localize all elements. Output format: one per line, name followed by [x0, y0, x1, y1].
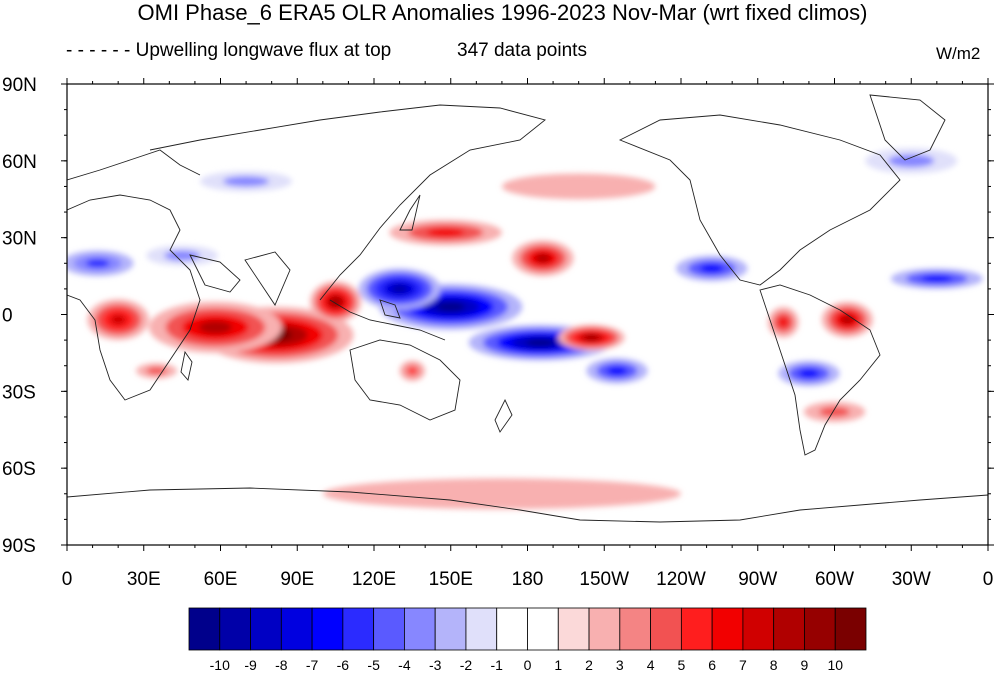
colorbar-box: [373, 607, 405, 651]
colorbar-box: [834, 607, 867, 651]
colorbar-box: [280, 607, 313, 651]
anomaly-region: [198, 320, 233, 334]
chart-title: OMI Phase_6 ERA5 OLR Anomalies 1996-2023…: [137, 0, 868, 25]
legend-entry: - - - - - - Upwelling longwave flux at t…: [66, 40, 391, 62]
colorbar-box: [311, 607, 344, 651]
lon-tick-label: 0: [62, 569, 73, 590]
lat-tick-label: 60N: [2, 152, 37, 173]
colorbar-label: 10: [827, 657, 843, 673]
colorbar-box: [742, 607, 775, 651]
lat-tick-label: 0: [2, 306, 13, 327]
colorbar-label: 1: [554, 657, 562, 673]
colorbar-label: -3: [429, 657, 442, 673]
lon-tick-label: 90W: [738, 569, 777, 590]
anomaly-region: [408, 367, 417, 375]
anomaly-region: [798, 369, 820, 378]
colorbar-label: 7: [739, 657, 747, 673]
colorbar-box: [404, 607, 436, 651]
anomaly-region: [606, 366, 628, 376]
colorbar-box: [804, 607, 836, 651]
lon-tick-label: 150W: [579, 569, 629, 590]
colorbar-box: [619, 607, 651, 651]
colorbar-box: [342, 607, 375, 651]
anomaly-region: [819, 406, 850, 417]
anomaly-region: [840, 315, 854, 325]
colorbar-box: [527, 607, 559, 651]
colorbar-label: 8: [770, 657, 778, 673]
colorbar: -10 -9 -8 -7 -6 -5 -4 -3 -2 -1 0 1 2 3 4 5 6 7 8 9 10: [188, 607, 867, 673]
lon-tick-label: 0: [983, 569, 994, 590]
units-label: W/m2: [936, 44, 981, 63]
anomaly-field: [67, 148, 983, 510]
anomaly-region: [164, 250, 201, 261]
anomaly-region: [322, 478, 681, 510]
colorbar-box: [219, 607, 251, 651]
colorbar-label: -7: [306, 657, 319, 673]
lon-tick-label: 90E: [280, 569, 314, 590]
colorbar-label: 4: [647, 657, 655, 673]
anomaly-region: [223, 176, 270, 187]
colorbar-label: 3: [616, 657, 624, 673]
anomaly-region: [778, 317, 789, 328]
colorbar-label: -6: [337, 657, 350, 673]
colorbar-label: -10: [210, 657, 230, 673]
anomaly-region: [699, 264, 724, 273]
lon-tick-label: 60W: [815, 569, 854, 590]
lon-tick-label: 60E: [204, 569, 238, 590]
anomaly-region: [426, 228, 465, 237]
lon-tick-label: 150E: [429, 569, 473, 590]
data-points-count: 347 data points: [457, 40, 587, 61]
lon-tick-label: 180: [512, 569, 544, 590]
anomaly-region: [525, 339, 555, 347]
dashed-line-legend-icon: - - - - - -: [66, 40, 131, 61]
colorbar-box: [557, 607, 590, 651]
lat-tick-label: 60S: [2, 459, 36, 480]
colorbar-box: [680, 607, 713, 651]
lat-tick-label: 90S: [2, 536, 36, 557]
colorbar-box: [588, 607, 621, 651]
colorbar-box: [773, 607, 805, 651]
lat-tick-label: 30N: [2, 229, 37, 250]
lat-tick-label: 30S: [2, 382, 36, 403]
lon-tick-label: 120E: [352, 569, 396, 590]
anomaly-region: [888, 154, 935, 168]
colorbar-box: [650, 607, 682, 651]
anomaly-region: [501, 173, 656, 200]
anomaly-region: [535, 253, 551, 263]
colorbar-box: [434, 607, 467, 651]
colorbar-label: 2: [585, 657, 593, 673]
axis-ticks: 90N 60N 30N 0 30S 60S 90S 0 30E 60E 90E 120E 150E 180…: [2, 75, 994, 590]
colorbar-box: [496, 607, 528, 651]
anomaly-region: [921, 275, 953, 283]
colorbar-label: 5: [677, 657, 685, 673]
colorbar-box: [465, 607, 498, 651]
lon-tick-label: 120W: [656, 569, 706, 590]
coastlines: [67, 94, 988, 523]
anomaly-region: [436, 302, 466, 312]
colorbar-label: -4: [398, 657, 411, 673]
lon-tick-label: 30E: [127, 569, 161, 590]
anomaly-region: [85, 259, 110, 268]
colorbar-label: -5: [367, 657, 380, 673]
anomaly-region: [391, 284, 408, 293]
anomaly-region: [146, 367, 167, 375]
anomaly-region: [584, 334, 599, 341]
colorbar-label: -1: [491, 657, 504, 673]
legend-label: Upwelling longwave flux at top: [135, 40, 392, 61]
colorbar-label: 9: [801, 657, 809, 673]
lat-tick-label: 90N: [2, 75, 37, 96]
colorbar-box: [250, 607, 282, 651]
colorbar-label: 6: [708, 657, 716, 673]
colorbar-label: -8: [275, 657, 288, 673]
anomaly-region: [110, 314, 126, 325]
colorbar-label: -9: [244, 657, 257, 673]
colorbar-box: [711, 607, 744, 651]
colorbar-label: 0: [524, 657, 532, 673]
anomaly-region: [330, 297, 341, 306]
colorbar-label: -2: [460, 657, 473, 673]
colorbar-box: [188, 607, 221, 651]
lon-tick-label: 30W: [892, 569, 931, 590]
